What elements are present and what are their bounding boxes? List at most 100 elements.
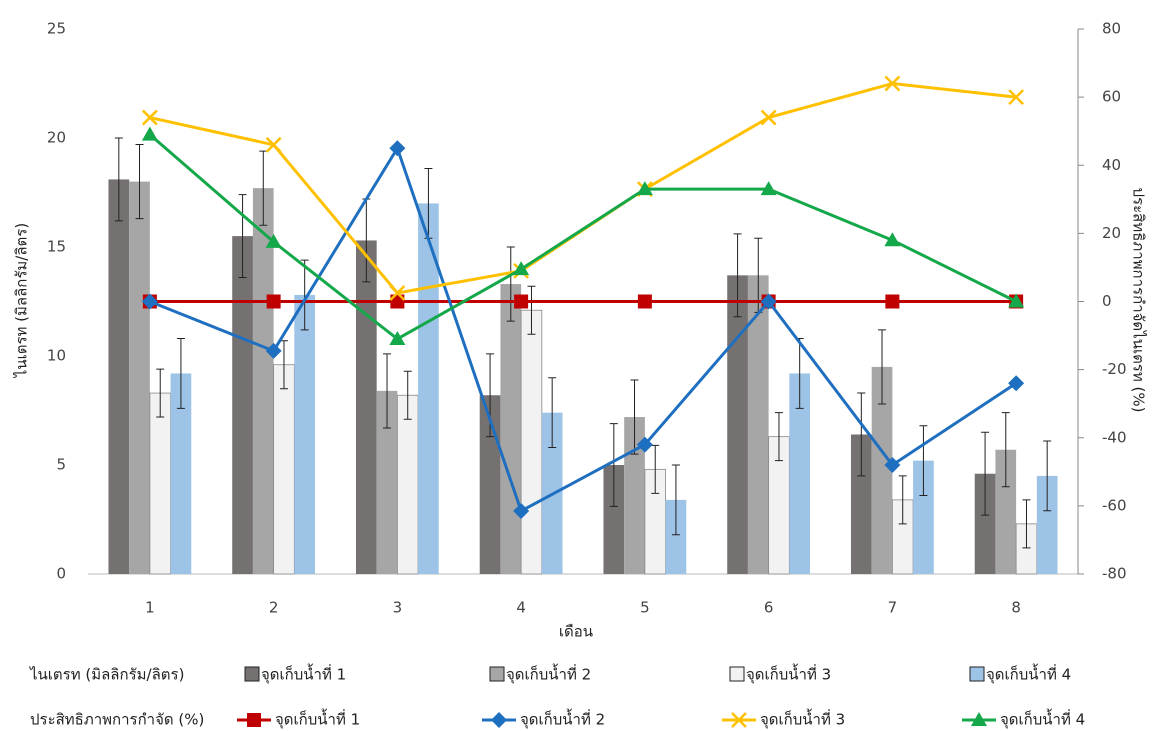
bar: [355, 240, 377, 574]
error-bar: [548, 377, 557, 449]
y2-axis-title: ประสิทธิภาพการกำจัดไนเตรท (%): [1130, 188, 1148, 413]
legend-marker: [731, 712, 747, 728]
error-bar: [671, 464, 680, 536]
error-bar: [403, 370, 412, 420]
y2-tick-label: -40: [1102, 428, 1127, 446]
bar: [108, 179, 130, 575]
legend-label: จุดเก็บน้ำที่ 3: [746, 664, 831, 685]
line-marker: [141, 293, 158, 310]
legend-label: จุดเก็บน้ำที่ 3: [760, 709, 845, 730]
bar: [747, 275, 769, 574]
line-marker: [389, 285, 406, 301]
legend-group-label: ประสิทธิภาพการกำจัด (%): [30, 711, 204, 729]
bar: [170, 373, 192, 574]
legend-label: จุดเก็บน้ำที่ 4: [1000, 709, 1085, 730]
line-marker: [884, 457, 901, 473]
legend-swatch: [489, 666, 505, 682]
y2-tick-label: 40: [1102, 156, 1121, 174]
legend-label: จุดเก็บน้ำที่ 2: [520, 709, 605, 730]
line-marker: [1008, 89, 1025, 106]
bar: [1036, 475, 1058, 574]
error-bar: [919, 425, 928, 497]
error-bar: [506, 246, 515, 322]
y2-tick-label: -60: [1102, 496, 1127, 514]
error-bar: [1001, 412, 1010, 488]
line-marker: [884, 75, 901, 92]
y2-tick-label: 80: [1102, 20, 1121, 38]
y2-tick-label: -20: [1102, 360, 1127, 378]
x-tick-label: 5: [640, 599, 650, 617]
line-marker: [513, 261, 530, 276]
y-tick-label: 0: [56, 565, 66, 583]
y-tick-label: 10: [47, 347, 66, 365]
bar: [995, 449, 1017, 574]
line-marker: [637, 294, 652, 309]
line-marker: [636, 436, 653, 453]
legend-label: จุดเก็บน้ำที่ 1: [261, 664, 346, 685]
x-axis-title: เดือน: [559, 623, 593, 641]
bar: [396, 394, 419, 575]
x-tick-label: 2: [269, 599, 279, 617]
error-bar: [878, 329, 887, 405]
line-marker: [760, 293, 777, 310]
bar: [129, 181, 150, 574]
line-marker: [760, 181, 777, 196]
legend-swatch: [969, 666, 985, 682]
y-tick-label: 15: [47, 238, 66, 256]
line-marker: [1008, 293, 1025, 308]
error-bar: [609, 423, 618, 507]
bar: [665, 499, 687, 574]
error-bar: [857, 392, 866, 477]
error-bar: [898, 475, 907, 525]
bar: [850, 434, 872, 574]
line-marker: [1008, 375, 1025, 392]
legend-marker: [247, 713, 261, 727]
bar: [232, 236, 253, 574]
bar: [149, 392, 171, 575]
bar: [789, 373, 811, 574]
bar: [913, 460, 934, 574]
line-marker: [884, 232, 901, 247]
bar: [376, 390, 398, 574]
legend-swatch: [244, 666, 260, 682]
error-bar: [774, 412, 783, 462]
y2-tick-label: 20: [1102, 224, 1121, 242]
legend-label: จุดเก็บน้ำที่ 2: [506, 664, 591, 685]
line-marker: [265, 342, 282, 359]
y2-tick-label: 60: [1102, 88, 1121, 106]
error-bar: [300, 259, 309, 331]
error-bar: [630, 379, 639, 455]
line: [149, 81, 1017, 295]
error-bar: [135, 144, 144, 220]
x-tick-label: 6: [764, 599, 774, 617]
y-tick-label: 20: [47, 129, 66, 147]
error-bar: [238, 194, 247, 279]
y-tick-label: 5: [56, 456, 66, 474]
y-axis-title: ไนเตรท (มิลลิกรัม/ลิตร): [13, 223, 31, 378]
line-marker: [760, 109, 777, 126]
error-bar: [651, 444, 660, 494]
legend-marker: [491, 712, 507, 728]
line-marker: [265, 136, 282, 153]
bar: [871, 366, 893, 574]
line-marker: [141, 126, 158, 141]
error-bar: [156, 368, 165, 418]
line-marker: [265, 233, 282, 248]
x-tick-label: 8: [1011, 599, 1021, 617]
x-tick-label: 4: [516, 599, 526, 617]
line: [148, 133, 1017, 341]
line-marker: [636, 181, 653, 196]
line-marker: [141, 109, 158, 126]
bar: [603, 465, 625, 574]
bar: [974, 473, 996, 574]
error-bar: [1043, 440, 1052, 512]
legend-label: จุดเก็บน้ำที่ 4: [986, 664, 1071, 685]
bar: [500, 284, 522, 574]
bar: [418, 203, 439, 574]
error-bar: [1022, 499, 1031, 549]
line-marker: [885, 294, 900, 309]
bar: [624, 417, 645, 574]
line-marker: [514, 294, 529, 309]
error-bar: [176, 338, 185, 409]
